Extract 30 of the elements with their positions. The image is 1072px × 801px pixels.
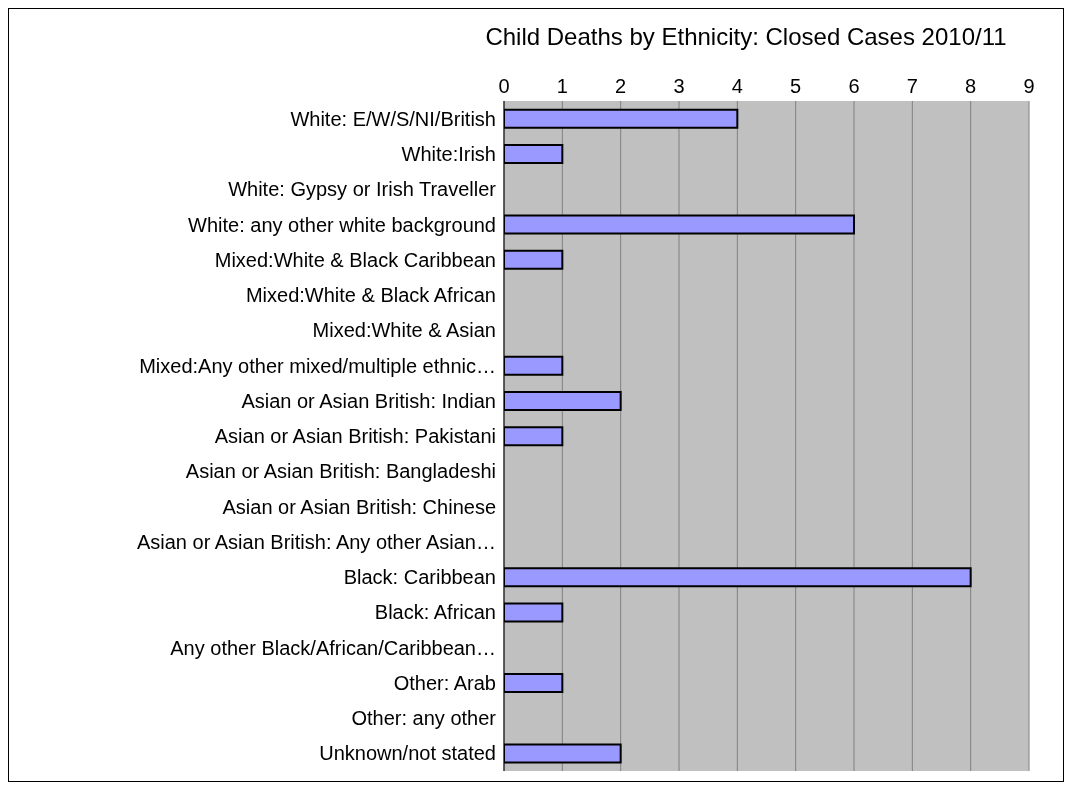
y-tick-label: Mixed:White & Black African: [245, 284, 496, 307]
y-tick-label: Asian or Asian British: Bangladeshi: [185, 460, 496, 483]
y-tick-label: White: any other white background: [188, 213, 496, 236]
y-tick-label: White:Irish: [401, 142, 496, 165]
y-tick-label: Mixed:Any other mixed/multiple ethnic…: [139, 354, 496, 377]
x-tick-label: 4: [731, 75, 743, 97]
y-tick-label: Other: Arab: [393, 671, 496, 694]
y-tick-label: Mixed:White & Asian: [312, 319, 496, 342]
y-tick-label: Any other Black/African/Caribbean…: [170, 636, 496, 659]
y-tick-label: Black: Caribbean: [343, 566, 496, 589]
y-tick-label: Asian or Asian British: Any other Asian…: [136, 530, 496, 553]
y-tick-label: Asian or Asian British: Pakistani: [214, 425, 496, 448]
y-tick-label: White: Gypsy or Irish Traveller: [228, 178, 497, 201]
y-tick-label: Unknown/not stated: [319, 742, 496, 765]
y-tick-label: Asian or Asian British: Indian: [241, 389, 496, 412]
x-tick-label: 0: [498, 75, 510, 97]
chart-title: Child Deaths by Ethnicity: Closed Cases 2010/11: [484, 22, 1008, 51]
y-tick-label: Black: African: [374, 601, 496, 624]
y-tick-label: Asian or Asian British: Chinese: [222, 495, 496, 518]
x-tick-label: 3: [673, 75, 685, 97]
y-tick-label: Mixed:White & Black Caribbean: [214, 248, 496, 271]
x-tick-label: 1: [556, 75, 568, 97]
x-tick-label: 8: [965, 75, 977, 97]
y-tick-label: Other: any other: [351, 707, 497, 730]
x-tick-label: 5: [790, 75, 802, 97]
x-tick-label: 2: [615, 75, 627, 97]
x-tick-label: 9: [1023, 75, 1035, 97]
y-tick-label: White: E/W/S/NI/British: [290, 107, 496, 130]
x-tick-label: 7: [906, 75, 918, 97]
x-tick-label: 6: [848, 75, 860, 97]
